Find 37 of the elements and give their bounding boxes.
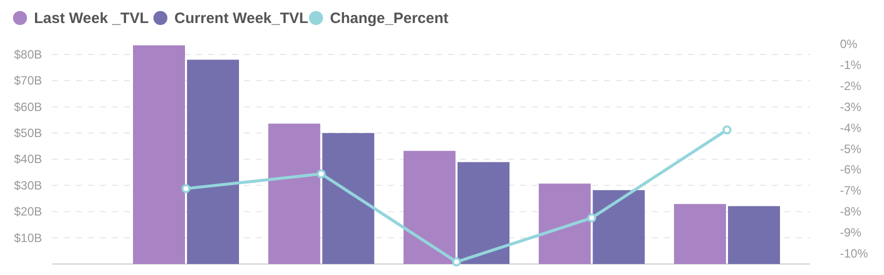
legend-label: Change_Percent (330, 10, 448, 27)
y-tick-label: $50B (14, 126, 42, 140)
bar (268, 124, 320, 264)
y2-tick-label: -5% (840, 142, 862, 156)
y-tick-label: $80B (14, 47, 42, 62)
bar (592, 190, 645, 264)
y-tick-label: $40B (14, 152, 42, 166)
y-tick-label: $10B (14, 230, 42, 245)
y2-tick-label: -2% (840, 78, 862, 93)
y2-tick-label: 0% (840, 37, 858, 51)
bar (728, 206, 780, 264)
y2-tick-label: -4% (840, 120, 862, 135)
y2-tick-label: -6% (840, 162, 862, 177)
y2-tick-label: -3% (840, 100, 862, 114)
bar (458, 162, 510, 264)
y-tick-label: $60B (14, 100, 42, 114)
y-tick-label: $70B (14, 74, 42, 88)
point (316, 169, 326, 178)
y-tick-label: $30B (14, 178, 42, 192)
legend-label: Last Week _TVL (34, 10, 149, 27)
y-tick-label: $20B (14, 204, 42, 219)
point (722, 125, 732, 134)
y2-tick-label: -10% (840, 246, 868, 261)
point (452, 257, 461, 266)
bar (674, 204, 726, 264)
bar (187, 60, 239, 264)
y2-tick-label: -7% (840, 184, 862, 198)
y2-tick-label: -1% (840, 58, 862, 72)
bar (322, 133, 374, 264)
y2-tick-label: -9% (840, 226, 862, 240)
y2-tick-label: -8% (840, 204, 862, 219)
point (587, 213, 596, 222)
bar (133, 45, 185, 264)
bar (404, 150, 456, 264)
bar (538, 184, 591, 264)
legend-label: Current Week_TVL (174, 10, 308, 27)
point (182, 184, 190, 194)
